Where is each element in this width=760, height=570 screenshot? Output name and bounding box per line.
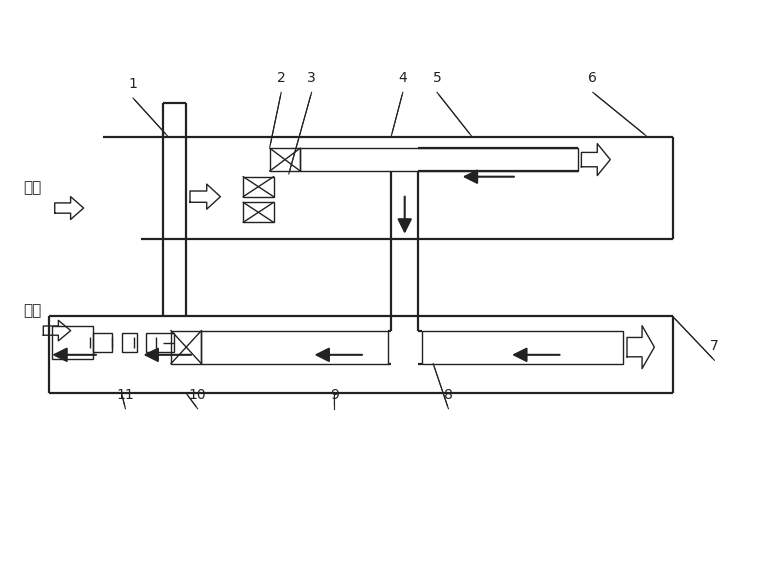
Bar — [243, 202, 274, 222]
Text: 2: 2 — [277, 71, 286, 86]
Bar — [243, 177, 274, 197]
Text: 8: 8 — [444, 388, 453, 402]
Text: 9: 9 — [330, 388, 339, 402]
Text: 7: 7 — [710, 339, 719, 353]
Text: 1: 1 — [128, 77, 138, 91]
Bar — [201, 331, 388, 364]
Text: 6: 6 — [588, 71, 597, 86]
Bar — [422, 331, 623, 364]
Bar — [171, 331, 201, 364]
Text: 4: 4 — [398, 71, 407, 86]
Text: 11: 11 — [116, 388, 135, 402]
Bar — [122, 333, 137, 352]
Bar — [270, 148, 300, 171]
Text: 5: 5 — [432, 71, 442, 86]
Bar — [300, 148, 578, 171]
Bar — [93, 333, 112, 352]
Text: 3: 3 — [307, 71, 316, 86]
Bar — [52, 326, 93, 359]
Text: 平导: 平导 — [23, 303, 41, 318]
Bar — [146, 333, 175, 352]
Text: 主洞: 主洞 — [23, 181, 41, 196]
Text: 10: 10 — [188, 388, 207, 402]
